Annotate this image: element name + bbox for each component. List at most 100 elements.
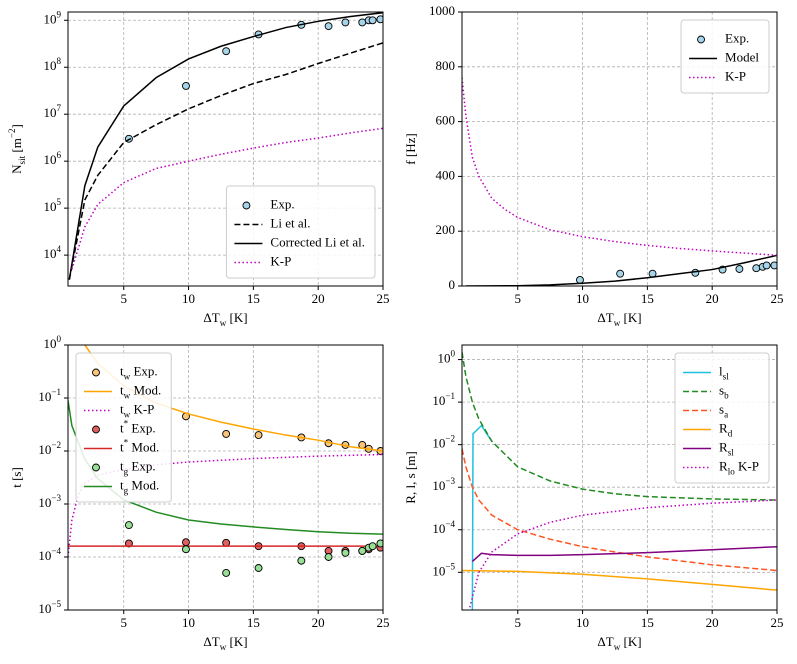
data-point (222, 538, 231, 547)
legend-label: K-P (725, 68, 746, 83)
series-line (68, 12, 383, 280)
data-point (691, 268, 700, 277)
legend-label: Rsl (719, 439, 734, 457)
x-axis-label: ΔTw [K] (203, 310, 247, 328)
y-axis-label: t [s] (9, 467, 24, 488)
data-point (616, 269, 625, 278)
legend-label: Li et al. (270, 215, 310, 230)
legend-box (75, 352, 172, 503)
data-point (182, 538, 190, 547)
x-tick-label: 25 (771, 615, 784, 630)
y-tick-label: 0 (449, 277, 456, 292)
legend: tw Exp.tw Mod.tw K-Pt* Exp. t* Mod. tg Exp… (75, 352, 172, 503)
axes-frame (67, 11, 384, 287)
legend-label: tw Exp. (120, 363, 158, 381)
data-point (376, 539, 383, 548)
series-line (465, 254, 777, 286)
x-tick-label: 20 (706, 615, 719, 630)
axes-frame (461, 344, 778, 611)
data-point (358, 547, 367, 555)
x-axis-label: ΔTw [K] (597, 634, 641, 652)
y-tick-label: 104 (43, 244, 61, 261)
series-line (462, 448, 777, 572)
y-tick-label: 10−2 (38, 440, 61, 457)
x-tick-label: 20 (312, 615, 325, 630)
y-tick-label: 107 (43, 103, 61, 120)
legend-label: Exp. (270, 196, 294, 211)
x-tick-label: 5 (120, 291, 127, 306)
data-point (297, 556, 306, 565)
panel: 5 10 15 20 25 104 105 106 107 108 109 ΔTw [K] Nsit [… (7, 9, 389, 328)
series-line (471, 424, 493, 610)
y-tick-label: 10−1 (38, 387, 61, 404)
legend-marker (697, 35, 705, 44)
x-tick-label: 15 (247, 615, 260, 630)
data-point (182, 81, 190, 90)
x-tick-label: 20 (706, 291, 719, 306)
x-tick-label: 10 (182, 615, 195, 630)
data-point (182, 545, 190, 554)
panel: 5 10 15 20 25 10−5 10−4 10−3 10−2 10−1 100 ΔTw [K] R… (403, 344, 784, 652)
x-tick-label: 10 (576, 291, 589, 306)
legend-label: tw K-P (120, 401, 154, 419)
y-tick-label: 10−1 (432, 391, 455, 408)
x-axis-label: ΔTw [K] (203, 634, 247, 652)
x-tick-label: 5 (120, 615, 127, 630)
data-point (735, 265, 744, 273)
axes-frame (67, 344, 384, 611)
data-point (254, 564, 263, 572)
x-tick-label: 25 (771, 291, 784, 306)
series-line (462, 351, 777, 501)
data-point (341, 548, 350, 557)
y-axis-label: Nsit [m−2] (7, 124, 27, 174)
y-tick-label: 10−4 (38, 546, 61, 563)
data-point (576, 276, 584, 284)
y-tick-label: 10−3 (432, 476, 455, 493)
data-point (124, 539, 133, 548)
legend-label: Rd (719, 420, 733, 438)
panel: 5 10 15 20 25 0 200 400 600 800 1000 ΔTw [K] f [Hz] E… (403, 3, 784, 328)
x-tick-label: 10 (576, 615, 589, 630)
y-tick-label: 10−2 (432, 434, 455, 451)
legend-box (674, 352, 770, 484)
y-tick-label: 200 (436, 222, 456, 237)
x-tick-label: 5 (514, 291, 521, 306)
legend-label: lsl (719, 363, 729, 381)
legend-box (225, 185, 376, 279)
legend: Exp. Li et al. Corrected Li et al. K-P (225, 185, 376, 279)
legend-label: sa (719, 401, 728, 419)
series-line (462, 569, 777, 591)
data-point (124, 521, 133, 530)
data-point (222, 429, 231, 438)
data-point (752, 264, 761, 273)
legend-label: t* Mod. (120, 438, 159, 455)
x-tick-label: 5 (514, 615, 521, 630)
data-point (254, 431, 263, 439)
series-line (471, 545, 777, 562)
legend-marker (242, 201, 251, 210)
y-axis-label: R, l, s [m] (403, 451, 418, 503)
y-tick-label: 10−4 (432, 519, 455, 536)
y-tick-label: 10−3 (38, 493, 61, 510)
legend-marker (92, 368, 100, 377)
legend-label: tw Mod. (120, 382, 161, 400)
x-tick-label: 25 (377, 291, 390, 306)
legend-label: sb (719, 382, 729, 400)
legend-label: Rlo K-P (719, 458, 759, 476)
series-line (68, 42, 383, 280)
y-tick-label: 800 (436, 58, 456, 73)
plot-area (68, 345, 383, 577)
y-tick-label: 100 (437, 349, 455, 366)
plot-area (68, 12, 383, 280)
data-point (770, 261, 777, 270)
legend-label: tg Mod. (120, 477, 159, 495)
data-point (222, 569, 231, 577)
y-axis-label: f [Hz] (403, 133, 418, 164)
data-point (222, 47, 231, 56)
y-tick-label: 108 (43, 56, 61, 73)
panel: 5 10 15 20 25 10−5 10−4 10−3 10−2 10−1 100 ΔTw [K] t… (9, 334, 390, 652)
legend-label: tg Exp. (120, 458, 156, 476)
data-point (358, 18, 367, 27)
y-tick-label: 106 (43, 150, 61, 167)
